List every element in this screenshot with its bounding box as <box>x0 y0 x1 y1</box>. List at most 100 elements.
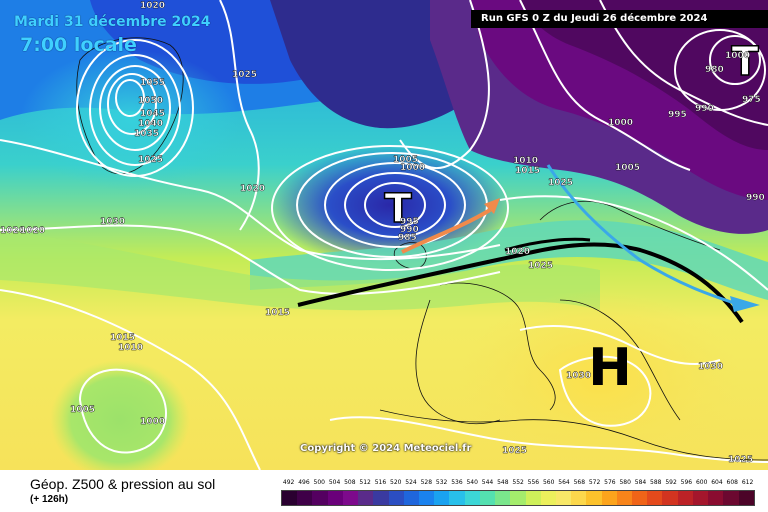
scale-tick-label: 608 <box>726 479 738 486</box>
scale-swatch <box>358 491 374 505</box>
isobar-label: 1025 <box>502 446 527 456</box>
isobar-1010-east <box>499 195 768 291</box>
isobar-label: 1015 <box>110 333 135 343</box>
isobar-label: 1030 <box>100 217 125 227</box>
isobars <box>0 0 768 470</box>
scale-swatch <box>632 491 648 505</box>
forecast-date: Mardi 31 décembre 2024 <box>14 14 211 30</box>
isobar-greenland-1040 <box>99 65 171 151</box>
isobar-label: 995 <box>400 217 419 227</box>
scale-swatch-row <box>281 490 755 506</box>
scale-swatch <box>297 491 313 505</box>
low-symbol-atlantic: T <box>384 186 412 232</box>
scale-tick-label: 520 <box>390 479 402 486</box>
z500-atlantic-low <box>270 145 510 265</box>
scale-tick-label: 564 <box>558 479 570 486</box>
scale-swatch <box>495 491 511 505</box>
isobar-north-980 <box>674 29 766 111</box>
scale-swatch <box>434 491 450 505</box>
isobar-label: 1040 <box>138 119 163 129</box>
scale-swatch <box>282 491 298 505</box>
isobar-greenland-1030 <box>76 39 194 177</box>
scale-swatch <box>555 491 572 505</box>
isobar-labels: 1020 1055 1050 1045 1040 1035 1025 1025 … <box>0 1 765 465</box>
scale-swatch <box>571 491 587 505</box>
scale-tick-label: 496 <box>298 479 310 486</box>
weather-map: T T H 1020 1055 1050 1045 1040 1035 1025… <box>0 0 768 470</box>
cold-advection-arrow <box>546 164 741 307</box>
isobar-label: 1025 <box>528 261 553 271</box>
scale-swatch <box>540 491 556 505</box>
low-symbol-russia: T <box>731 39 759 85</box>
scale-tick-label: 568 <box>573 479 586 486</box>
isobar-label: 1000 <box>608 118 633 128</box>
isobar-north-975 <box>709 35 761 85</box>
scale-tick-label: 524 <box>405 479 417 486</box>
scale-swatch <box>403 491 419 505</box>
isobar-north-1000 <box>519 0 691 171</box>
isobar-label: 1020 <box>0 226 25 236</box>
forecast-time: 7:00 locale <box>20 34 137 56</box>
isobar-label: 1020 <box>20 226 45 236</box>
isobar-label: 1000 <box>400 163 425 173</box>
isobar-label: 1050 <box>138 96 163 106</box>
scale-tick-label: 492 <box>282 479 295 486</box>
isobar-label: 1005 <box>615 163 640 173</box>
isobar-label: 1020 <box>140 1 165 11</box>
z500-trough-core <box>520 0 768 150</box>
isobar-label: 1025 <box>138 155 163 165</box>
scale-swatch <box>373 491 389 505</box>
isobar-label: 1020 <box>505 247 530 257</box>
scale-swatch <box>479 491 496 505</box>
scale-tick-label: 584 <box>634 479 647 486</box>
isobar-label: 1030 <box>566 371 591 381</box>
scale-swatch <box>647 491 663 505</box>
scale-tick-label: 508 <box>344 479 356 486</box>
isobar-label: 980 <box>705 65 724 75</box>
north-africa-coast <box>379 409 768 461</box>
scale-tick-label: 548 <box>497 479 509 486</box>
scale-tick-label: 560 <box>542 479 555 486</box>
scale-tick-label: 536 <box>451 479 463 486</box>
scale-tick-label: 504 <box>328 479 341 486</box>
isobar-1015 <box>0 224 501 295</box>
scale-tick-label: 580 <box>619 479 631 486</box>
isobar-label: 1045 <box>140 109 165 119</box>
isobar-low-1000 <box>324 162 466 248</box>
map-footer: Géop. Z500 & pression au sol (+ 126h) 49… <box>0 470 768 512</box>
scale-swatch <box>464 491 480 505</box>
iberia-france-coast <box>415 282 556 425</box>
z500-warm-ridge <box>460 290 740 470</box>
scale-swatch <box>418 491 435 505</box>
scale-tick-label: 588 <box>650 479 662 486</box>
scale-tick-label: 600 <box>695 479 708 486</box>
scale-tick-label: 512 <box>359 479 371 486</box>
scale-tick-label: 592 <box>665 479 677 486</box>
scale-tick-label: 500 <box>313 479 325 486</box>
isobar-1030-h <box>558 355 652 427</box>
jet-arrows <box>297 164 760 324</box>
isobar-1020 <box>0 139 501 261</box>
isobar-low-995 <box>344 172 446 238</box>
isobar-label: 990 <box>746 193 765 203</box>
scale-swatch <box>388 491 404 505</box>
cold-arrow-head <box>730 296 760 312</box>
scale-swatch <box>677 491 693 505</box>
scale-swatch <box>510 491 526 505</box>
model-run-label: Run GFS 0 Z du Jeudi 26 décembre 2024 <box>471 10 768 28</box>
scale-swatch <box>738 491 754 505</box>
scale-tick-label: 516 <box>374 479 387 486</box>
scale-tick-label: 532 <box>435 479 448 486</box>
scale-swatch <box>586 491 602 505</box>
jet-branch-arrow <box>504 237 591 252</box>
scale-tick-label: 544 <box>481 479 494 486</box>
color-scale-legend: 492 496 500 504 508 512 516 520 524 528 532 536 540 5… <box>281 478 755 506</box>
scale-tick-label: 556 <box>527 479 540 486</box>
isobar-label: 1000 <box>725 51 750 61</box>
isobar-label: 1015 <box>515 166 540 176</box>
isobar-label: 1010 <box>118 343 143 353</box>
scale-swatch <box>708 491 724 505</box>
isobar-1025-south <box>329 416 768 463</box>
isobar-greenland-1050 <box>115 79 145 117</box>
scale-tick-label: 576 <box>604 479 616 486</box>
